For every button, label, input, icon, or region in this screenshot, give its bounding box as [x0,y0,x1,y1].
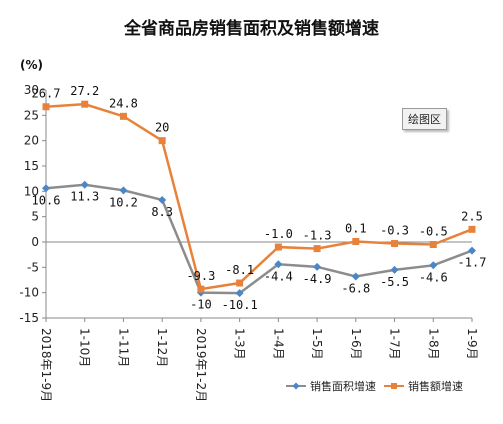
data-label-0: -5.5 [380,275,409,289]
data-label-1: -1.0 [264,227,293,241]
series-point-1 [119,112,127,120]
data-label-1: 20 [155,121,169,135]
x-tick-label: 1-9月 [465,328,479,360]
data-label-1: -0.3 [380,224,409,238]
y-tick-label: -15 [19,311,39,325]
legend-item-1: 销售额增速 [384,379,463,393]
data-label-0: 10.2 [109,195,138,209]
data-label-1: -8.1 [225,263,254,277]
y-tick-label: 20 [24,134,39,148]
data-label-0: -1.7 [458,256,487,270]
data-label-1: 27.2 [70,84,99,98]
data-label-0: -10 [190,298,212,312]
data-label-1: 26.7 [32,87,61,101]
series-point-0 [80,180,89,189]
x-tick-label: 1-7月 [388,328,402,360]
series-point-0 [468,246,476,255]
data-label-1: -9.3 [186,269,215,283]
series-point-1 [197,285,205,293]
series-point-1 [429,241,437,249]
x-tick-label: 1-12月 [155,328,169,367]
data-label-1: 2.5 [461,209,483,223]
series-point-0 [119,186,128,195]
data-label-0: -10.1 [222,298,258,312]
series-point-1 [391,240,399,248]
series-point-1 [313,245,321,253]
x-tick-label: 1-8月 [426,328,440,360]
legend-label: 销售面积增速 [310,379,376,393]
series-point-0 [42,184,50,193]
series-point-1 [158,137,166,145]
y-tick-label: 30 [24,83,39,97]
data-label-0: -4.4 [264,269,293,283]
plot-area-badge: 绘图区 [402,108,447,130]
y-tick-label: -10 [19,286,39,300]
y-tick-label: 25 [24,108,39,122]
series-point-0 [158,195,167,204]
legend-swatch-marker [292,382,300,390]
x-tick-label: 1-10月 [78,328,92,367]
x-tick-label: 2019年1-2月 [194,328,208,402]
legend-swatch-marker [391,383,397,389]
data-label-0: -4.6 [419,270,448,284]
x-tick-label: 1-3月 [233,328,247,360]
legend-item-0: 销售面积增速 [286,379,376,393]
data-label-1: -0.5 [419,225,448,239]
series-point-1 [42,103,50,111]
series-point-1 [236,279,244,287]
chart-title: 全省商品房销售面积及销售额增速 [124,19,379,39]
series-line-1 [45,102,473,291]
y-tick-label: 15 [24,159,39,173]
x-tick-label: 1-6月 [349,328,363,360]
y-axis-unit: (%) [20,58,43,72]
series-point-0 [313,262,322,271]
data-label-0: 10.6 [32,193,61,207]
y-tick-label: 5 [31,210,39,224]
y-tick-label: -5 [27,260,39,274]
series-point-0 [235,289,244,298]
data-label-0: 11.3 [70,190,99,204]
series-point-0 [429,261,438,270]
data-label-1: 24.8 [109,96,138,110]
x-tick-label: 1-11月 [116,328,130,367]
data-label-1: -1.3 [303,229,332,243]
legend-label: 销售额增速 [408,379,463,393]
data-label-0: 8.3 [151,205,173,219]
series-point-0 [351,272,360,281]
data-label-0: -6.8 [341,281,370,295]
series-point-0 [390,265,399,274]
data-label-1: 0.1 [345,221,367,235]
series-point-1 [81,100,89,108]
y-tick-label: 10 [24,184,39,198]
series-point-1 [468,225,476,233]
y-tick-label: 0 [31,235,39,249]
x-tick-label: 1-5月 [310,328,324,360]
x-tick-label: 1-4月 [271,328,285,360]
series-point-0 [274,260,283,269]
data-label-0: -4.9 [303,272,332,286]
series-point-1 [352,237,360,245]
series-line-0 [45,183,473,295]
series-point-1 [274,243,282,251]
x-tick-label: 2018年1-9月 [39,328,53,402]
